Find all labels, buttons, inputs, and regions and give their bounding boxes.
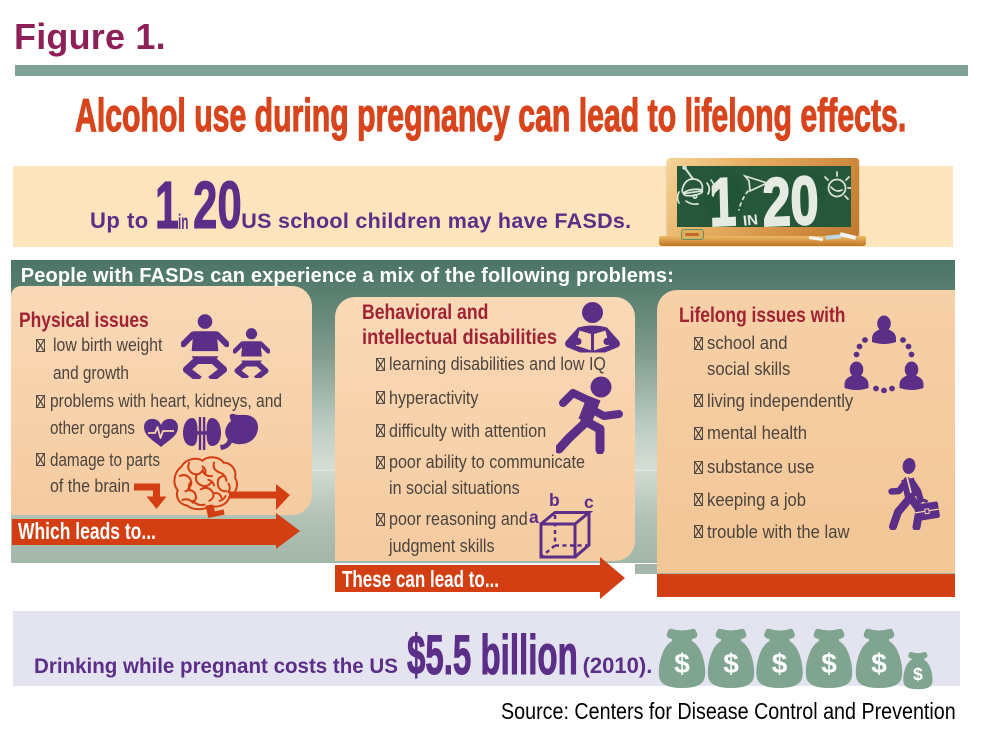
svg-text:a: a (529, 507, 539, 527)
svg-text:c: c (584, 492, 594, 512)
svg-text:b: b (549, 491, 560, 510)
